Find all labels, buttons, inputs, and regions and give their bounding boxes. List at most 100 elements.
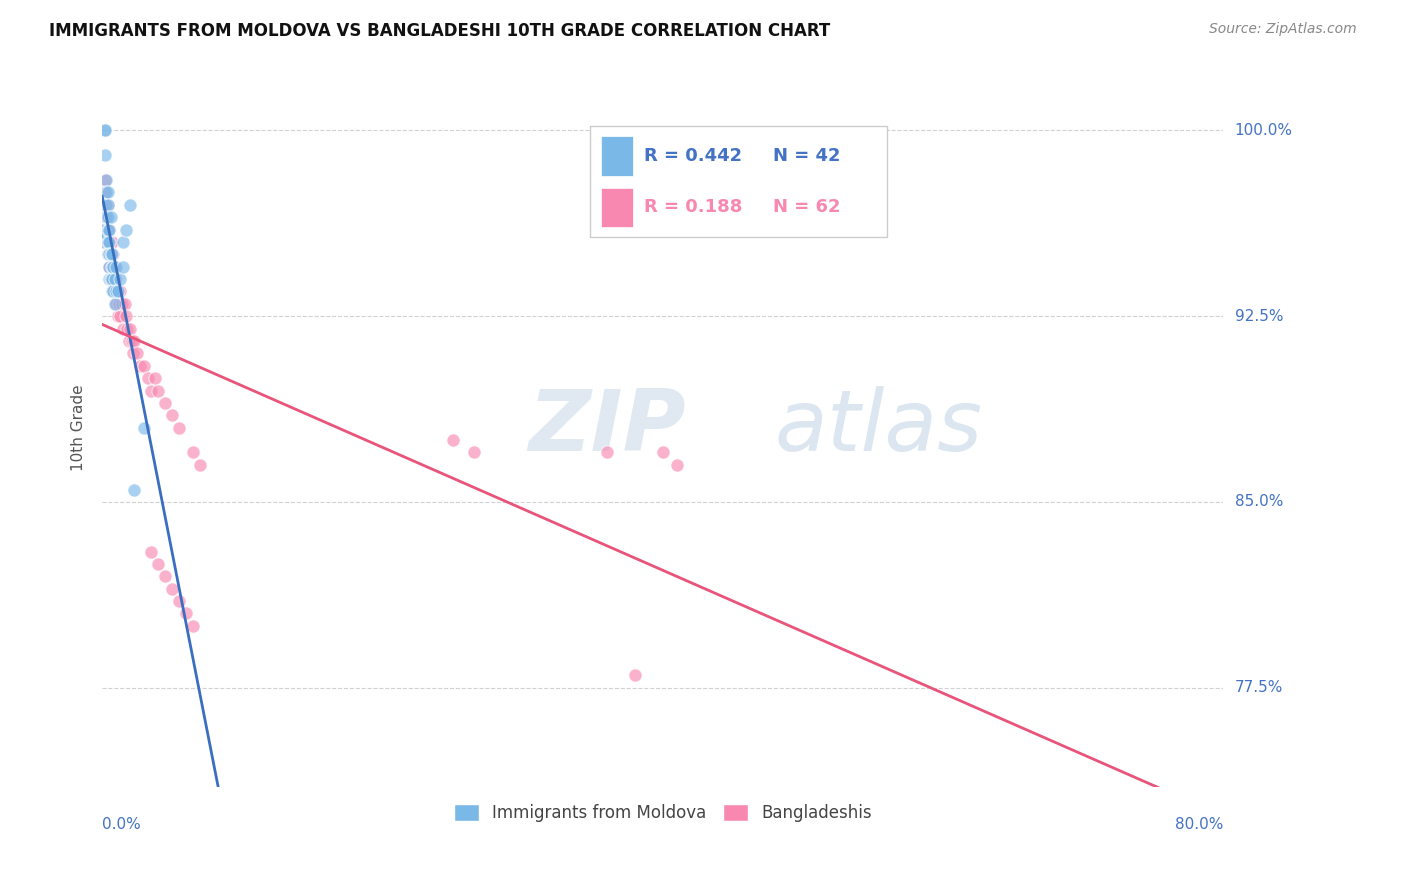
- Point: [93, 235, 115, 249]
- Point: [101, 235, 124, 249]
- Point: [97, 198, 120, 212]
- Point: [110, 272, 132, 286]
- Point: [107, 285, 129, 299]
- Bar: [602, 187, 633, 227]
- Point: [162, 409, 184, 423]
- Point: [176, 607, 198, 621]
- Point: [181, 445, 204, 459]
- Point: [97, 235, 120, 249]
- Point: [155, 396, 177, 410]
- Point: [110, 285, 132, 299]
- Point: [101, 247, 124, 261]
- Text: 100.0%: 100.0%: [1234, 123, 1292, 138]
- Point: [96, 173, 118, 187]
- Point: [97, 210, 120, 224]
- Text: N = 62: N = 62: [773, 198, 841, 216]
- Point: [98, 272, 121, 286]
- Point: [129, 359, 152, 373]
- Point: [118, 334, 141, 348]
- Point: [665, 458, 688, 472]
- Point: [141, 384, 163, 398]
- Point: [96, 198, 118, 212]
- Point: [124, 483, 146, 497]
- Point: [110, 310, 132, 324]
- Point: [112, 321, 135, 335]
- Text: 77.5%: 77.5%: [1234, 681, 1282, 695]
- Text: N = 42: N = 42: [773, 147, 841, 165]
- Point: [97, 198, 120, 212]
- Point: [96, 186, 118, 200]
- FancyBboxPatch shape: [591, 126, 887, 237]
- Point: [107, 310, 129, 324]
- Point: [108, 285, 131, 299]
- Point: [98, 222, 121, 236]
- Point: [97, 186, 120, 200]
- Point: [103, 285, 125, 299]
- Point: [100, 210, 122, 224]
- Point: [105, 285, 128, 299]
- Point: [103, 247, 125, 261]
- Bar: [602, 136, 633, 176]
- Point: [114, 297, 136, 311]
- Point: [100, 272, 122, 286]
- Point: [117, 321, 139, 335]
- Point: [96, 235, 118, 249]
- Point: [93, 222, 115, 236]
- Text: R = 0.188: R = 0.188: [644, 198, 742, 216]
- Point: [98, 235, 121, 249]
- Point: [441, 433, 464, 447]
- Text: atlas: atlas: [775, 386, 983, 469]
- Point: [138, 371, 160, 385]
- Point: [145, 371, 167, 385]
- Point: [141, 544, 163, 558]
- Point: [104, 297, 127, 311]
- Point: [98, 247, 121, 261]
- Point: [101, 285, 124, 299]
- Point: [120, 198, 142, 212]
- Point: [463, 445, 485, 459]
- Point: [115, 222, 138, 236]
- Point: [101, 272, 124, 286]
- Point: [94, 148, 117, 162]
- Point: [115, 310, 138, 324]
- Text: 80.0%: 80.0%: [1175, 817, 1223, 832]
- Point: [98, 235, 121, 249]
- Point: [100, 235, 122, 249]
- Point: [94, 173, 117, 187]
- Point: [104, 260, 127, 274]
- Point: [148, 384, 170, 398]
- Point: [97, 247, 120, 261]
- Text: 85.0%: 85.0%: [1234, 494, 1282, 509]
- Point: [169, 420, 191, 434]
- Point: [93, 222, 115, 236]
- Point: [100, 272, 122, 286]
- Point: [112, 260, 135, 274]
- Point: [181, 619, 204, 633]
- Text: ZIP: ZIP: [529, 386, 686, 469]
- Point: [107, 285, 129, 299]
- Point: [94, 123, 117, 137]
- Point: [104, 285, 127, 299]
- Point: [111, 297, 134, 311]
- Point: [101, 260, 124, 274]
- Point: [97, 222, 120, 236]
- Point: [103, 260, 125, 274]
- Point: [105, 260, 128, 274]
- Point: [624, 668, 647, 682]
- Point: [97, 222, 120, 236]
- Point: [134, 359, 156, 373]
- Point: [124, 334, 146, 348]
- Point: [127, 346, 149, 360]
- Point: [97, 247, 120, 261]
- Point: [169, 594, 191, 608]
- Text: Source: ZipAtlas.com: Source: ZipAtlas.com: [1209, 22, 1357, 37]
- Point: [120, 321, 142, 335]
- Point: [155, 569, 177, 583]
- Point: [108, 297, 131, 311]
- Point: [134, 420, 156, 434]
- Point: [96, 210, 118, 224]
- Point: [100, 247, 122, 261]
- Point: [96, 227, 118, 242]
- Point: [162, 582, 184, 596]
- Point: [104, 272, 127, 286]
